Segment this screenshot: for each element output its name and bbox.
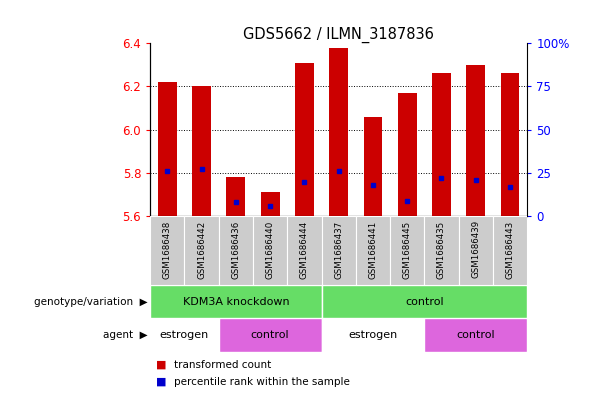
Bar <box>150 318 219 352</box>
Text: control: control <box>456 330 495 340</box>
Text: GSM1686442: GSM1686442 <box>197 220 206 279</box>
Bar <box>432 73 451 216</box>
Bar <box>459 216 493 285</box>
Title: GDS5662 / ILMN_3187836: GDS5662 / ILMN_3187836 <box>243 27 434 43</box>
Text: estrogen: estrogen <box>348 330 398 340</box>
Bar <box>150 285 322 318</box>
Bar <box>363 117 382 216</box>
Bar <box>398 93 416 216</box>
Bar <box>322 216 356 285</box>
Bar <box>329 48 348 216</box>
Bar <box>466 65 485 216</box>
Bar <box>158 82 177 216</box>
Text: GSM1686444: GSM1686444 <box>300 220 309 279</box>
Text: KDM3A knockdown: KDM3A knockdown <box>183 297 289 307</box>
Bar <box>424 318 527 352</box>
Text: GSM1686438: GSM1686438 <box>163 220 172 279</box>
Text: GSM1686441: GSM1686441 <box>369 220 378 279</box>
Text: genotype/variation  ▶: genotype/variation ▶ <box>34 297 147 307</box>
Bar <box>501 73 519 216</box>
Bar <box>287 216 322 285</box>
Bar <box>184 216 219 285</box>
Bar <box>253 216 287 285</box>
Text: agent  ▶: agent ▶ <box>102 330 147 340</box>
Text: GSM1686445: GSM1686445 <box>403 220 412 279</box>
Bar <box>150 216 184 285</box>
Bar <box>356 216 390 285</box>
Text: transformed count: transformed count <box>174 360 271 370</box>
Bar <box>390 216 424 285</box>
Text: percentile rank within the sample: percentile rank within the sample <box>174 376 350 387</box>
Text: control: control <box>251 330 289 340</box>
Bar <box>226 177 245 216</box>
Text: GSM1686437: GSM1686437 <box>334 220 343 279</box>
Text: GSM1686443: GSM1686443 <box>505 220 515 279</box>
Text: control: control <box>405 297 444 307</box>
Text: GSM1686435: GSM1686435 <box>437 220 446 279</box>
Bar <box>219 216 253 285</box>
Text: ■: ■ <box>156 376 167 387</box>
Bar <box>322 285 527 318</box>
Bar <box>192 86 211 216</box>
Text: GSM1686440: GSM1686440 <box>266 220 274 279</box>
Bar <box>219 318 322 352</box>
Text: estrogen: estrogen <box>160 330 209 340</box>
Text: GSM1686436: GSM1686436 <box>231 220 240 279</box>
Text: GSM1686439: GSM1686439 <box>471 220 480 278</box>
Bar <box>322 318 424 352</box>
Bar <box>261 193 280 216</box>
Text: ■: ■ <box>156 360 167 370</box>
Bar <box>493 216 527 285</box>
Bar <box>424 216 459 285</box>
Bar <box>295 63 314 216</box>
